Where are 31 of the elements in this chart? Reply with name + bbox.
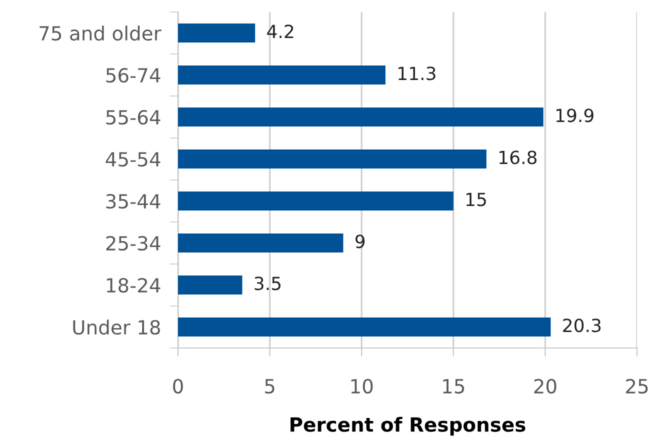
y-tick-label: 55-64	[106, 110, 160, 125]
data-label: 3.5	[254, 276, 281, 290]
data-label: 16.8	[500, 150, 537, 164]
y-tick-label: 35-44	[106, 194, 160, 209]
data-label: 9	[355, 234, 365, 248]
x-tick-label: 0	[173, 378, 183, 394]
bar	[178, 234, 344, 252]
x-tick-label: 10	[351, 378, 373, 394]
x-tick-label: 15	[443, 379, 464, 394]
bar	[178, 192, 454, 210]
x-tick-label: 5	[265, 379, 274, 394]
x-tick-label: 25	[626, 378, 648, 394]
y-tick-label: 56-74	[106, 68, 160, 83]
data-label: 19.9	[556, 108, 594, 122]
bar	[178, 66, 386, 84]
bar	[178, 24, 256, 42]
data-label: 11.3	[398, 66, 436, 80]
y-tick-label: 18-24	[106, 278, 160, 293]
y-tick-label: 75 and older	[40, 26, 162, 41]
bar	[178, 150, 486, 168]
bar	[178, 276, 242, 294]
y-tick-label: 45-54	[106, 152, 160, 167]
x-tick-label: 20	[534, 378, 556, 394]
bar	[178, 318, 551, 336]
y-tick-label: Under 18	[73, 320, 160, 335]
data-label: 4.2	[267, 24, 294, 38]
data-label: 15	[466, 192, 486, 206]
x-axis-title: Percent of Responses	[290, 416, 526, 436]
y-tick-label: 25-34	[106, 236, 160, 251]
bar	[178, 108, 544, 126]
data-label: 20.3	[563, 318, 601, 332]
